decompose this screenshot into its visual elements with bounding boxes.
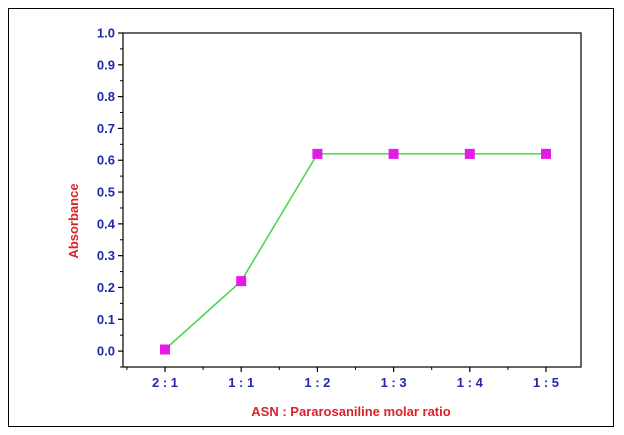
- y-tick-label: 0.4: [97, 216, 116, 231]
- data-point: [160, 344, 170, 355]
- plot-border: [122, 32, 582, 368]
- x-tick-label: 1 : 4: [457, 375, 484, 390]
- y-tick-label: 0.0: [97, 344, 115, 359]
- axes: 0.0 0.1 0.2 0.3 0.4 0.5 0.6 0.7 0.8 0.9 1.0 2 : 1 1 …: [97, 26, 582, 390]
- y-tick-label: 0.7: [97, 121, 115, 136]
- data-point: [312, 148, 323, 159]
- series-group: [160, 148, 551, 355]
- y-tick-label: 0.1: [97, 312, 115, 327]
- x-axis-title: ASN : Pararosaniline molar ratio: [251, 404, 450, 419]
- data-point: [541, 148, 551, 159]
- x-tick-label: 1 : 1: [228, 375, 254, 390]
- y-tick-label: 0.9: [97, 57, 115, 72]
- y-tick-label: 1.0: [97, 26, 115, 41]
- y-tick-label: 0.8: [97, 89, 115, 104]
- y-axis-title: Absorbance: [66, 183, 81, 258]
- x-tick-label: 1 : 5: [533, 375, 559, 390]
- x-tick-label: 1 : 3: [381, 375, 407, 390]
- y-tick-label: 0.6: [97, 153, 115, 168]
- series-line: [164, 153, 546, 351]
- x-tick-label: 1 : 2: [304, 375, 330, 390]
- data-point: [388, 148, 399, 159]
- data-point: [236, 276, 247, 287]
- figure-frame: [8, 8, 614, 427]
- data-point: [464, 148, 475, 159]
- y-tick-label: 0.3: [97, 248, 115, 263]
- x-tick-label: 2 : 1: [152, 375, 178, 390]
- y-tick-label: 0.5: [97, 185, 115, 200]
- y-tick-label: 0.2: [97, 280, 115, 295]
